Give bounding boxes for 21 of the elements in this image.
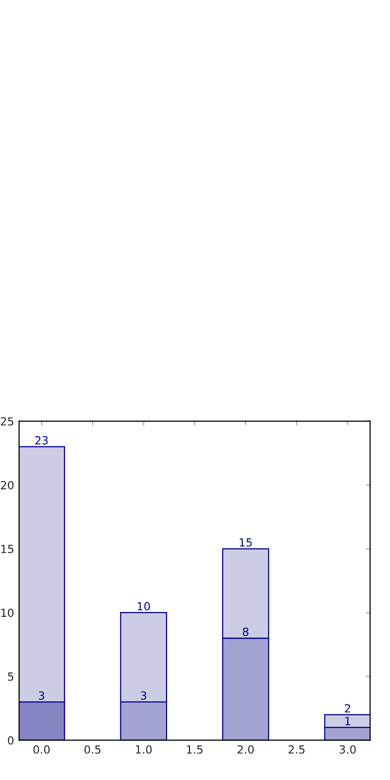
- data-label: 3: [38, 691, 44, 700]
- y-tick-label: 20: [0, 480, 14, 490]
- x-tick-label: 1.5: [186, 745, 202, 754]
- x-tick-label: 3.0: [340, 745, 356, 754]
- data-label: 8: [242, 628, 248, 636]
- y-tick-label: 0: [8, 736, 14, 745]
- x-tick-label: 2.0: [238, 745, 254, 754]
- x-tick-label: 0.0: [33, 745, 50, 754]
- y-tick-label: 25: [0, 417, 14, 426]
- y-tick-label: 10: [1, 608, 14, 617]
- y-tick-label: 5: [8, 672, 14, 681]
- data-label: 3: [140, 691, 146, 700]
- x-tick-label: 1.0: [136, 745, 152, 754]
- total-label: 10: [138, 602, 150, 610]
- total-label: 2: [344, 704, 350, 712]
- data-label: 1: [345, 717, 350, 726]
- total-label: 15: [240, 538, 252, 547]
- x-tick-label: 0.5: [84, 745, 100, 754]
- x-tick-label: 2.5: [288, 745, 305, 754]
- total-label: 23: [35, 436, 48, 445]
- y-tick-label: 15: [1, 544, 14, 554]
